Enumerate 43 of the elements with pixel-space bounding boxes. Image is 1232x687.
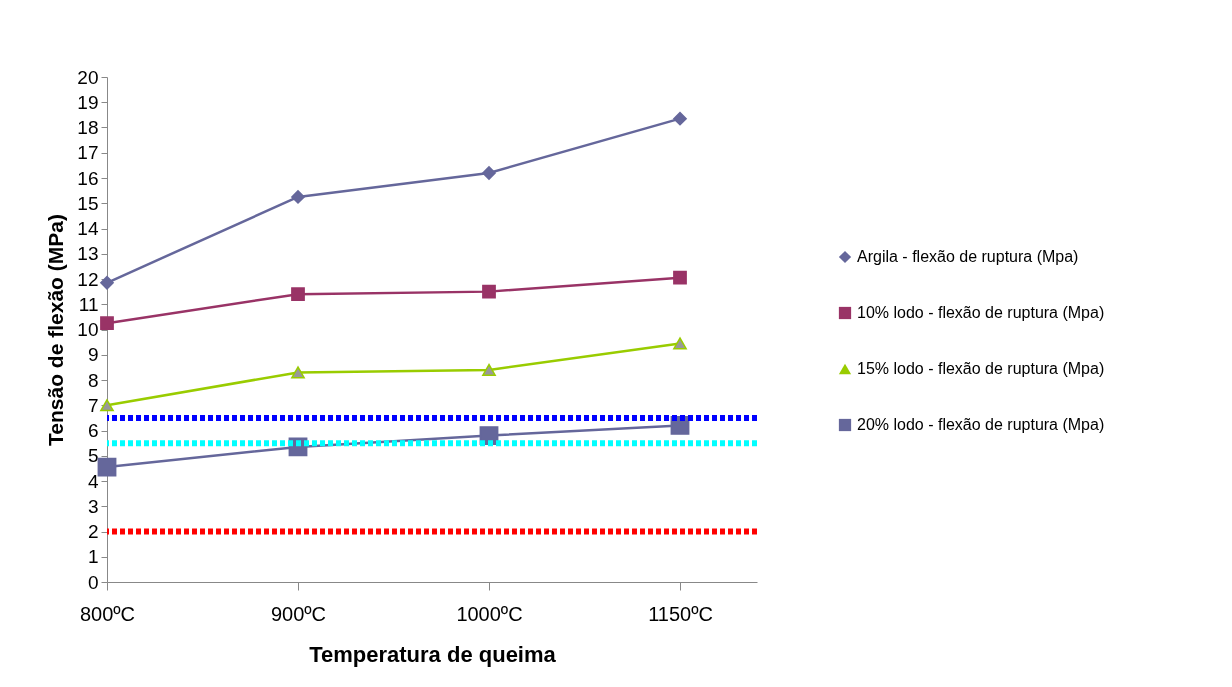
legend-label: 15% lodo - flexão de ruptura (Mpa) bbox=[857, 360, 1105, 377]
x-tick-label: 1150ºC bbox=[648, 602, 713, 625]
point bbox=[291, 190, 305, 204]
y-tick-label: 13 bbox=[77, 243, 99, 265]
point bbox=[482, 284, 496, 299]
point bbox=[673, 111, 687, 126]
y-tick-label: 0 bbox=[87, 571, 99, 593]
y-tick-label: 9 bbox=[87, 344, 99, 366]
y-tick-label: 16 bbox=[77, 167, 99, 189]
y-tick-label: 7 bbox=[87, 394, 99, 416]
y-tick-label: 10 bbox=[77, 319, 99, 340]
y-tick-label: 18 bbox=[77, 117, 99, 138]
y-tick-label: 19 bbox=[77, 91, 99, 113]
y-tick-label: 4 bbox=[87, 470, 99, 492]
point bbox=[291, 287, 305, 302]
point bbox=[673, 270, 687, 285]
legend-label: Argila - flexão de ruptura (Mpa) bbox=[857, 248, 1079, 265]
point bbox=[482, 363, 496, 376]
y-tick-label: 11 bbox=[78, 293, 99, 315]
x-tick-label: 1000ºC bbox=[456, 602, 523, 625]
y-tick-label: 20 bbox=[77, 66, 99, 88]
point bbox=[291, 366, 305, 379]
y-tick-label: 6 bbox=[87, 420, 99, 441]
x-tick-label: 800ºC bbox=[79, 602, 136, 625]
y-tick-label: 2 bbox=[87, 521, 99, 542]
y-tick-label: 5 bbox=[87, 445, 99, 467]
y-tick-label: 17 bbox=[77, 142, 99, 164]
legend-label: 10% lodo - flexão de ruptura (Mpa) bbox=[857, 304, 1105, 321]
point bbox=[482, 166, 496, 180]
y-tick-label: 8 bbox=[87, 369, 99, 391]
x-tick-label: 900ºC bbox=[270, 602, 327, 625]
point bbox=[97, 457, 117, 477]
y-tick-label: 1 bbox=[87, 546, 99, 568]
y-axis-title: Tensão de flexão (MPa) bbox=[44, 214, 68, 446]
y-tick-label: 15 bbox=[77, 192, 99, 214]
point bbox=[100, 275, 114, 290]
y-tick-label: 12 bbox=[77, 268, 99, 290]
x-axis-title: Temperatura de queima bbox=[309, 641, 557, 667]
point bbox=[100, 316, 114, 331]
y-tick-label: 3 bbox=[87, 495, 99, 517]
legend-label: 20% lodo - flexão de ruptura (Mpa) bbox=[857, 416, 1105, 433]
y-tick-label: 14 bbox=[77, 218, 99, 239]
point bbox=[673, 337, 687, 350]
